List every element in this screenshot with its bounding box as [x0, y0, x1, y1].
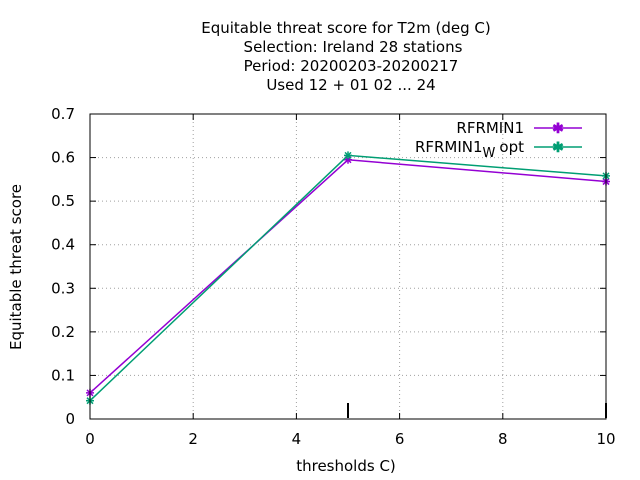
x-tick-label-4: 8 — [498, 430, 508, 448]
y-axis-ticks: 0 0.1 0.2 0.3 0.4 0.5 0.6 0.7 — [51, 105, 606, 428]
legend-entry-series-1: RFRMIN1 ✱ — [456, 119, 582, 137]
y-axis-label: Equitable threat score — [7, 184, 25, 350]
series-2-point-1 — [344, 151, 352, 160]
legend-entry-series-2: RFRMIN1W opt ✱ — [415, 138, 582, 161]
x-tick-label-2: 4 — [292, 430, 302, 448]
count-marks — [347, 403, 607, 418]
y-tick-label-1: 0.1 — [51, 366, 75, 384]
title-line-4: Used 12 + 01 02 ... 24 — [266, 76, 435, 94]
x-axis-ticks: 0 2 4 6 8 10 — [85, 114, 616, 448]
legend: RFRMIN1 ✱ RFRMIN1W opt ✱ — [415, 119, 582, 161]
legend-marker-series-2: ✱ — [552, 139, 564, 155]
x-tick-label-5: 10 — [596, 430, 615, 448]
y-tick-label-2: 0.2 — [51, 323, 75, 341]
series-2-line — [89, 154, 607, 402]
y-tick-label-4: 0.4 — [51, 236, 75, 254]
legend-marker-series-1: ✱ — [552, 120, 564, 136]
x-tick-label-1: 2 — [188, 430, 198, 448]
plot-frame — [89, 113, 607, 420]
legend-label-series-2-sub: W — [483, 146, 496, 161]
legend-label-series-1: RFRMIN1 — [456, 119, 524, 137]
legend-label-series-2-name: RFRMIN1 — [415, 138, 483, 156]
x-tick-label-0: 0 — [85, 430, 95, 448]
chart-title: Equitable threat score for T2m (deg C) S… — [201, 19, 491, 94]
legend-label-series-2: RFRMIN1W opt — [415, 138, 524, 161]
series-1 — [86, 155, 610, 397]
series-2 — [86, 151, 610, 405]
x-tick-label-3: 6 — [395, 430, 405, 448]
title-line-3: Period: 20200203-20200217 — [244, 57, 459, 75]
y-tick-label-7: 0.7 — [51, 105, 75, 123]
x-axis-label: thresholds C) — [296, 457, 396, 475]
title-line-2: Selection: Ireland 28 stations — [244, 38, 463, 56]
series-1-line — [89, 159, 607, 394]
series-layer — [86, 151, 610, 405]
y-tick-label-6: 0.6 — [51, 149, 75, 167]
y-tick-label-0: 0 — [65, 410, 75, 428]
legend-label-series-2-suffix: opt — [499, 138, 524, 156]
y-tick-label-3: 0.3 — [51, 279, 75, 297]
title-line-1: Equitable threat score for T2m (deg C) — [201, 19, 491, 37]
grid — [90, 114, 606, 419]
y-tick-label-5: 0.5 — [51, 192, 75, 210]
